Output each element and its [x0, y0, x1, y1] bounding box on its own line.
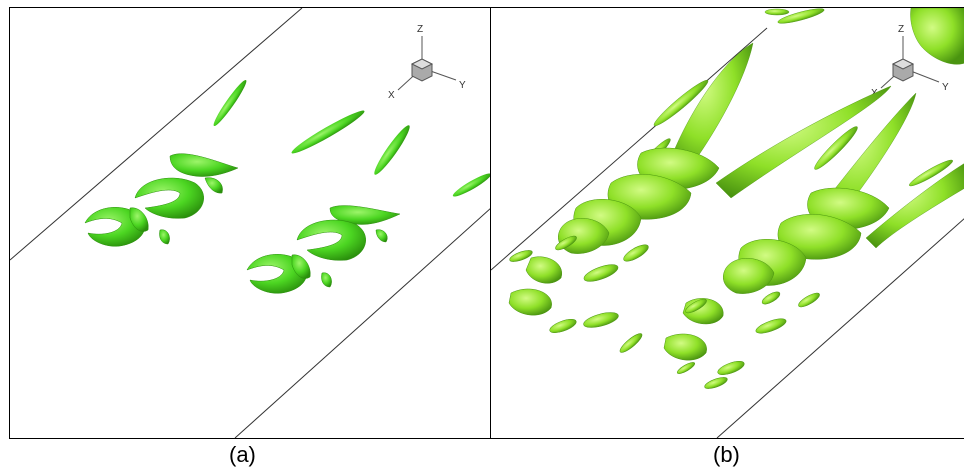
vortex-structure-left-a [85, 154, 238, 247]
axis-label-y: Y [459, 80, 466, 91]
caption-a: (a) [229, 442, 256, 468]
caption-b: (b) [713, 442, 740, 468]
panel-b: Z Y X [490, 7, 964, 439]
domain-boundary-line-upper [10, 8, 302, 260]
panel-a: Z Y X [9, 7, 491, 439]
axis-triad-a: Z Y X [388, 24, 466, 101]
vortex-streaks-a [211, 78, 491, 200]
panel-a-render: Z Y X [10, 8, 491, 438]
vortex-structure-right-a [247, 206, 400, 294]
axis-label-y: Y [942, 82, 949, 93]
axis-label-z: Z [417, 24, 423, 35]
axis-label-x: X [388, 90, 395, 101]
vortex-structure-left-b [508, 148, 719, 355]
axis-label-z: Z [898, 24, 904, 35]
vortex-structure-right-b [664, 188, 889, 391]
vortex-fragments-top-b [765, 8, 964, 64]
panel-b-render: Z Y X [491, 8, 964, 438]
